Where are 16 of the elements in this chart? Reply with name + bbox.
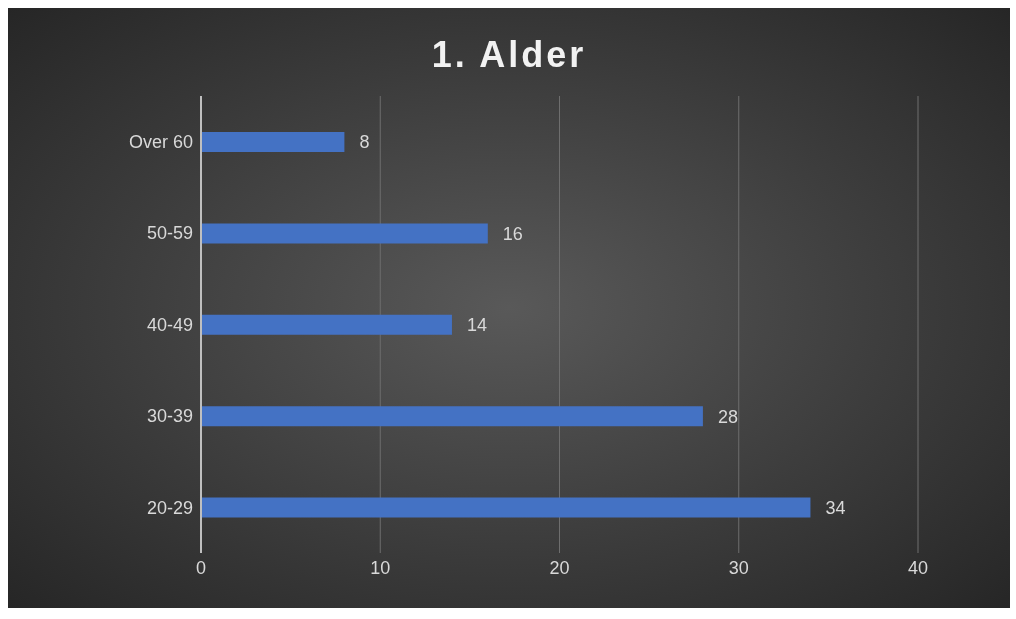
x-tick-label: 40 [907, 557, 929, 578]
y-tick-label: 30-39 [146, 406, 193, 427]
x-tick-label: 30 [728, 557, 749, 578]
data-label: 28 [717, 406, 738, 427]
x-tick-label: 0 [195, 557, 207, 578]
chart-title: 1. Alder [430, 34, 588, 76]
x-tick-label: 20 [549, 557, 570, 578]
y-tick-label: 40-49 [146, 314, 193, 335]
y-tick-label: Over 60 [128, 132, 193, 153]
data-label: 14 [466, 315, 487, 336]
data-label: 34 [825, 497, 846, 518]
x-tick-label: 10 [370, 557, 391, 578]
y-tick-label: 20-29 [146, 497, 193, 518]
data-label: 8 [359, 132, 370, 153]
y-tick-label: 50-59 [146, 223, 193, 244]
data-label: 16 [502, 223, 523, 244]
